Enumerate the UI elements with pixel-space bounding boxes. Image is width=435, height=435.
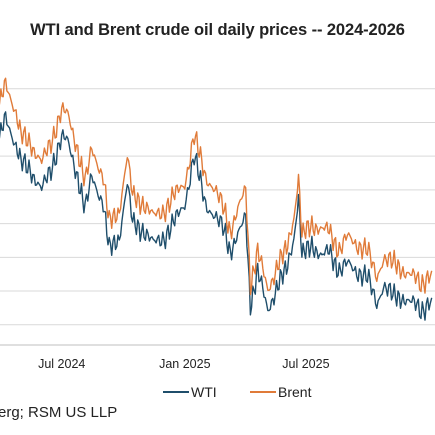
chart-title: WTI and Brent crude oil daily prices -- … bbox=[30, 21, 405, 39]
series-line-brent bbox=[0, 77, 433, 296]
x-tick-label: Jul 2024 bbox=[38, 357, 85, 371]
series-line-wti bbox=[0, 111, 433, 321]
x-tick-labels: Jul 2024 Jan 2025 Jul 2025 bbox=[38, 357, 329, 371]
series-lines bbox=[0, 77, 433, 321]
source-note: erg; RSM US LLP bbox=[0, 404, 118, 421]
x-tick-label: Jan 2025 bbox=[159, 357, 210, 371]
legend-label-wti: WTI bbox=[191, 384, 217, 400]
x-tick-label: Jul 2025 bbox=[282, 357, 329, 371]
legend-label-brent: Brent bbox=[278, 384, 312, 400]
gridlines bbox=[0, 88, 435, 326]
legend: WTI Brent bbox=[163, 384, 312, 400]
